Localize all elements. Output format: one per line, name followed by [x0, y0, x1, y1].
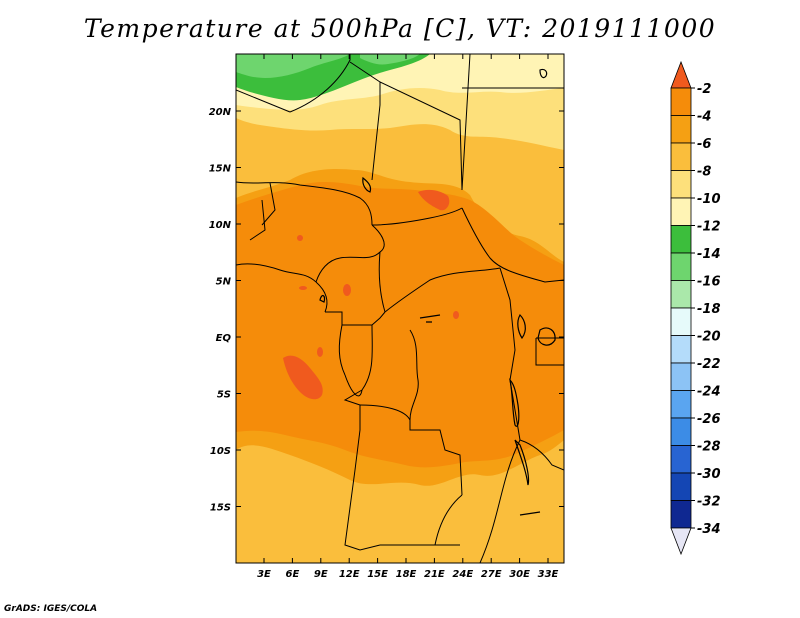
colorbar-label: -14 — [697, 247, 721, 262]
lat-tick-label: 15S — [210, 503, 231, 514]
lon-tick-label: 27E — [481, 569, 502, 580]
lon-tick-label: 9E — [314, 569, 328, 580]
lat-tick-label: 10N — [209, 220, 232, 231]
colorbar-label: -30 — [697, 467, 721, 482]
colorbar-bottom-arrow — [670, 527, 692, 556]
colorbar-swatch — [670, 445, 692, 474]
colorbar-swatch — [670, 142, 692, 171]
lon-tick-label: 24E — [452, 569, 473, 580]
lon-tick-label: 3E — [257, 569, 271, 580]
field-hotspot-west — [283, 355, 323, 400]
field-hotspot-small-5 — [317, 347, 323, 357]
lon-tick-label: 15E — [367, 569, 388, 580]
colorbar-swatch — [670, 417, 692, 446]
colorbar-label: -16 — [697, 275, 721, 290]
chart-title: Temperature at 500hPa [C], VT: 201911100… — [83, 14, 717, 43]
lat-tick-label: EQ — [216, 333, 232, 344]
field-green-light — [236, 54, 350, 78]
lon-tick-label: 18E — [396, 569, 417, 580]
colorbar-label: -34 — [697, 522, 721, 537]
colorbar-swatch — [670, 500, 692, 529]
field-green-light-2 — [360, 54, 420, 65]
colorbar-swatch — [670, 472, 692, 501]
colorbar-label: -6 — [697, 137, 711, 152]
field-hotspot-north — [418, 189, 450, 211]
colorbar: -2 -4 -6 -8 -10 -12 -14 -16 -18 -20 -22 -24 -26 -28 -3… — [670, 60, 721, 556]
lon-tick-label: 6E — [286, 569, 300, 580]
field-band-south-warm — [236, 440, 564, 563]
colorbar-label: -18 — [697, 302, 721, 317]
colorbar-label: -4 — [697, 110, 711, 125]
map-frame — [235, 53, 565, 564]
colorbar-label: -10 — [697, 192, 721, 207]
colorbar-label: -32 — [697, 495, 721, 510]
colorbar-swatch — [670, 252, 692, 281]
footer-credit: GrADS: IGES/COLA — [4, 604, 98, 614]
colorbar-label: -28 — [697, 440, 721, 455]
colorbar-swatch — [670, 280, 692, 309]
colorbar-swatch — [670, 170, 692, 199]
lon-tick-label: 12E — [339, 569, 360, 580]
colorbar-swatch — [670, 115, 692, 144]
temperature-field — [236, 54, 564, 563]
colorbar-top-arrow — [670, 60, 692, 89]
lat-tick-label: 5S — [217, 390, 231, 401]
country-borders — [236, 54, 564, 563]
lat-tick-label: 15N — [209, 164, 232, 175]
field-hotspot-small-1 — [343, 284, 351, 296]
lon-tick-label: 33E — [538, 569, 559, 580]
field-hotspot-small-3 — [297, 235, 303, 241]
colorbar-swatch — [670, 362, 692, 391]
colorbar-swatch — [670, 335, 692, 364]
latitude-axis: 20N 15N 10N 5N EQ 5S 10S 15S — [209, 107, 564, 514]
colorbar-swatch — [670, 390, 692, 419]
colorbar-swatch — [670, 307, 692, 336]
field-hotspot-small-4 — [299, 286, 307, 290]
colorbar-label: -8 — [697, 165, 711, 180]
colorbar-label: -2 — [697, 82, 711, 97]
lat-tick-label: 10S — [210, 446, 231, 457]
colorbar-swatch — [670, 197, 692, 226]
colorbar-label: -24 — [697, 385, 721, 400]
colorbar-label: -12 — [697, 220, 721, 235]
colorbar-label: -20 — [697, 330, 721, 345]
lon-tick-label: 30E — [509, 569, 530, 580]
colorbar-swatch — [670, 225, 692, 254]
colorbar-label: -26 — [697, 412, 721, 427]
lakes — [319, 68, 556, 516]
longitude-axis: 3E 6E 9E 12E 15E 18E 21E 24E 27E 30E 33E — [257, 54, 559, 580]
colorbar-label: -22 — [697, 357, 721, 372]
lon-tick-label: 21E — [424, 569, 445, 580]
lat-tick-label: 5N — [216, 277, 232, 288]
colorbar-swatch — [670, 87, 692, 116]
field-hotspot-small-2 — [453, 311, 459, 319]
lat-tick-label: 20N — [209, 107, 232, 118]
